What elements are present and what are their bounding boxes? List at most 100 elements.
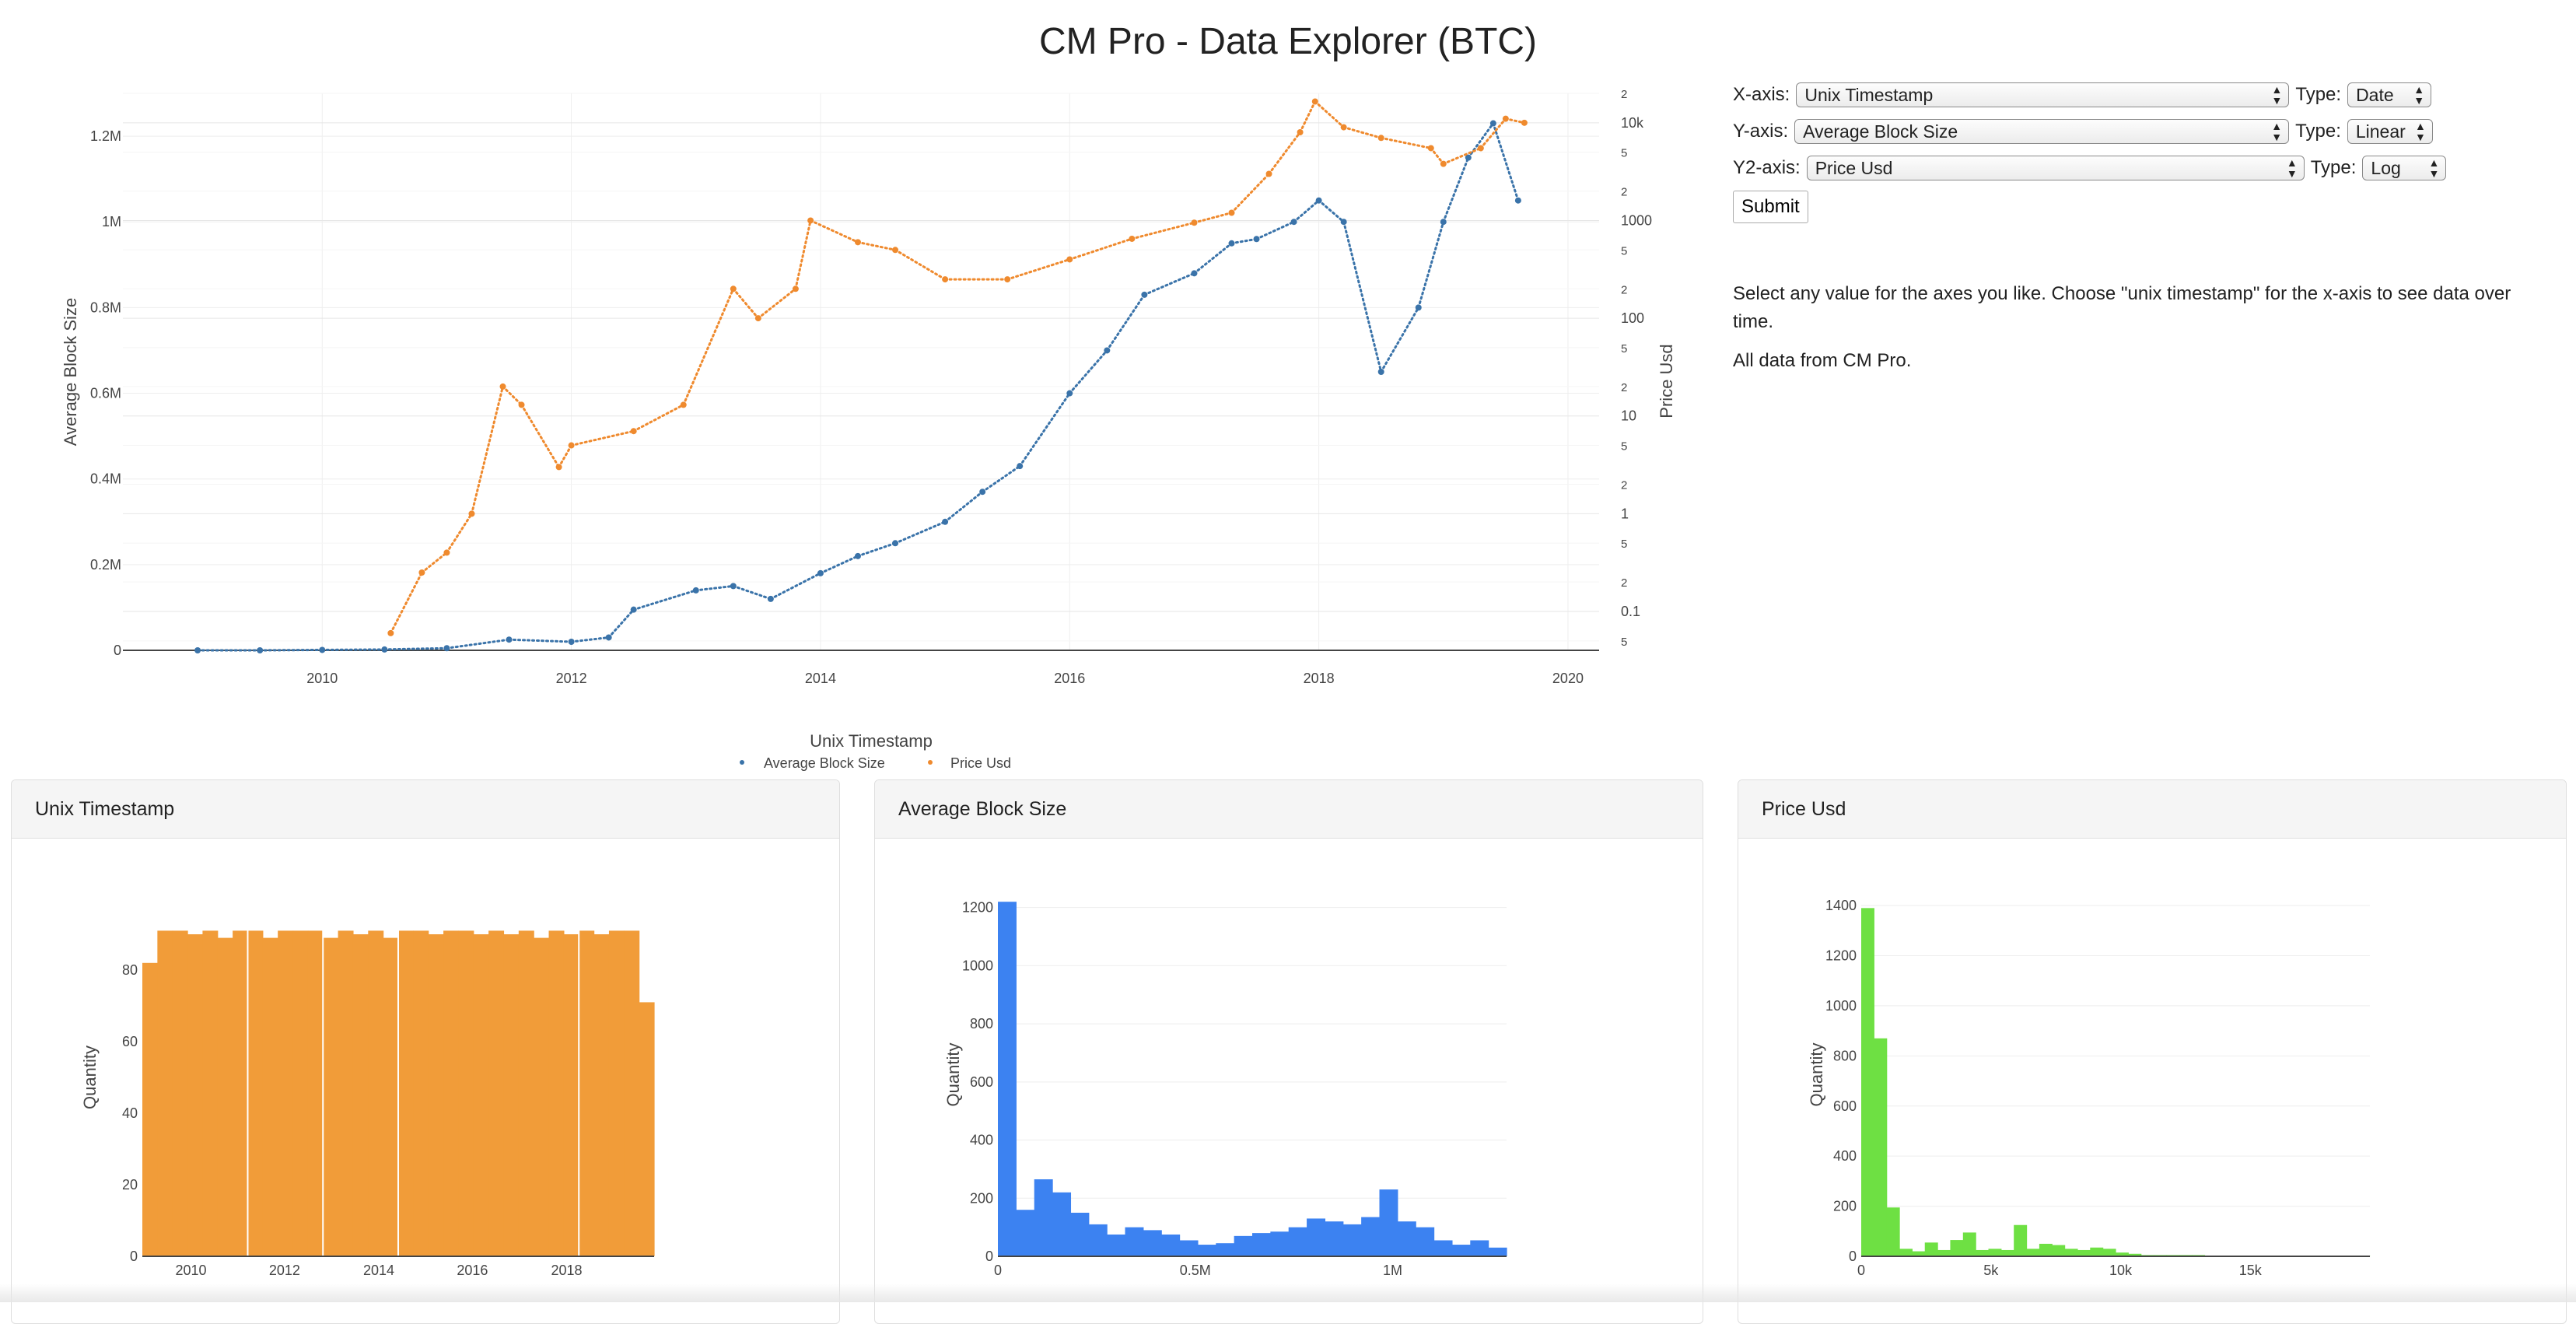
block-size-trace: [1493, 124, 1518, 201]
hist-bar: [1198, 1245, 1216, 1256]
block-size-trace: [1419, 222, 1444, 307]
select-arrows-icon: ▲▼: [2413, 84, 2424, 106]
y2-tick-label: 5: [1621, 244, 1627, 257]
page-title: CM Pro - Data Explorer (BTC): [0, 20, 2576, 63]
price-trace: [1194, 213, 1231, 223]
hist-y-tick-label: 600: [1833, 1098, 1857, 1114]
hist-bar: [443, 930, 459, 1256]
info-source: All data from CM Pro.: [1733, 347, 2542, 375]
hist-bar: [202, 930, 218, 1256]
hist-bar: [323, 938, 338, 1256]
legend-marker-price: [928, 760, 933, 765]
hist-bar: [1270, 1231, 1289, 1256]
x-axis-row: X-axis: Unix Timestamp ▲▼ Type: Date ▲▼: [1733, 79, 2557, 110]
hist-bar: [1470, 1240, 1489, 1256]
hist-bar: [1380, 1189, 1398, 1256]
hist-bar: [1252, 1233, 1271, 1256]
x-axis-title: Unix Timestamp: [810, 731, 933, 751]
info-text: Select any value for the axes you like. …: [1733, 280, 2542, 386]
hist-y-tick-label: 200: [970, 1190, 993, 1206]
price-trace: [895, 250, 945, 279]
hist-bar: [2027, 1249, 2040, 1256]
hist-x-tick-label: 2012: [269, 1263, 300, 1278]
hist-y-tick-label: 0: [130, 1249, 138, 1264]
block-size-trace: [1020, 394, 1069, 467]
y2-tick-label: 1000: [1621, 212, 1652, 228]
price-trace: [758, 289, 796, 318]
block-size-trace: [1294, 201, 1319, 222]
y2-axis-select[interactable]: Price Usd ▲▼: [1807, 156, 2305, 180]
hist-x-tick-label: 5k: [1983, 1263, 1999, 1278]
x-axis-select[interactable]: Unix Timestamp ▲▼: [1796, 82, 2289, 107]
y2-tick-label: 5: [1621, 440, 1627, 454]
price-trace: [1444, 148, 1481, 163]
hist-bar: [1325, 1221, 1343, 1256]
hist-bar: [173, 930, 188, 1256]
axis-controls: X-axis: Unix Timestamp ▲▼ Type: Date ▲▼ …: [1733, 79, 2557, 223]
hist-bar: [1963, 1232, 1976, 1256]
x-tick-label: 2014: [805, 671, 836, 686]
hist-bar: [564, 934, 579, 1256]
hist-bar: [1216, 1243, 1234, 1256]
price-trace: [522, 405, 559, 467]
y-axis-title: Average Block Size: [61, 298, 80, 446]
price-trace: [422, 552, 446, 573]
hist-y-tick-label: 0: [1849, 1249, 1857, 1264]
hist-bar: [2103, 1249, 2116, 1256]
hist-y-tick-label: 200: [1833, 1199, 1857, 1214]
block-size-trace: [1444, 158, 1468, 222]
y-type-label: Type:: [2295, 121, 2341, 142]
hist-bar: [308, 930, 324, 1256]
y-tick-label: 1M: [102, 214, 121, 229]
hist-y-tick-label: 800: [1833, 1048, 1857, 1063]
y2-tick-label: 5: [1621, 147, 1627, 160]
x-type-value: Date: [2356, 85, 2394, 105]
x-tick-label: 2016: [1054, 671, 1085, 686]
price-trace: [572, 431, 634, 445]
price-trace: [471, 387, 502, 513]
hist-x-tick-label: 0: [994, 1263, 1002, 1278]
submit-button[interactable]: Submit: [1733, 191, 1808, 223]
price-trace: [559, 446, 572, 468]
hist-bar: [338, 930, 354, 1256]
hist-bar: [1489, 1248, 1507, 1256]
hist-bar: [1234, 1236, 1253, 1256]
hist-bar: [1989, 1249, 2002, 1256]
hist-y-tick-label: 800: [970, 1016, 993, 1032]
hist-bar: [639, 1002, 655, 1256]
hist-bar: [1143, 1230, 1162, 1256]
hist-bar: [1343, 1224, 1362, 1256]
hist-bar: [1937, 1250, 1951, 1256]
block-size-trace: [696, 586, 733, 590]
y2-tick-label: 2: [1621, 381, 1627, 394]
select-arrows-icon: ▲▼: [2287, 157, 2298, 179]
y-axis-label: Y-axis:: [1733, 121, 1788, 142]
bottom-shadow: [0, 1284, 2576, 1302]
hist-bar: [187, 934, 203, 1256]
y2-tick-label: 10k: [1621, 115, 1644, 131]
hist-y-tick-label: 80: [122, 962, 138, 978]
block-size-trace: [1319, 201, 1344, 222]
hist-bar: [1874, 1039, 1887, 1256]
select-arrows-icon: ▲▼: [2272, 84, 2283, 106]
y-type-select[interactable]: Linear ▲▼: [2347, 119, 2433, 144]
hist-bar: [368, 930, 383, 1256]
x-type-select[interactable]: Date ▲▼: [2347, 82, 2431, 107]
y2-type-select[interactable]: Log ▲▼: [2362, 156, 2446, 180]
hist-bar: [549, 930, 565, 1256]
legend-label-price: Price Usd: [950, 755, 1011, 771]
x-type-label: Type:: [2295, 84, 2341, 106]
y2-tick-label: 2: [1621, 186, 1627, 199]
hist-y-axis-title: Quantity: [1807, 1043, 1826, 1107]
y2-tick-label: 5: [1621, 538, 1627, 551]
hist-x-tick-label: 15k: [2239, 1263, 2263, 1278]
hist-bar: [429, 934, 444, 1256]
hist-bar: [503, 934, 519, 1256]
y-axis-select[interactable]: Average Block Size ▲▼: [1794, 119, 2289, 144]
hist-bar: [1398, 1221, 1416, 1256]
